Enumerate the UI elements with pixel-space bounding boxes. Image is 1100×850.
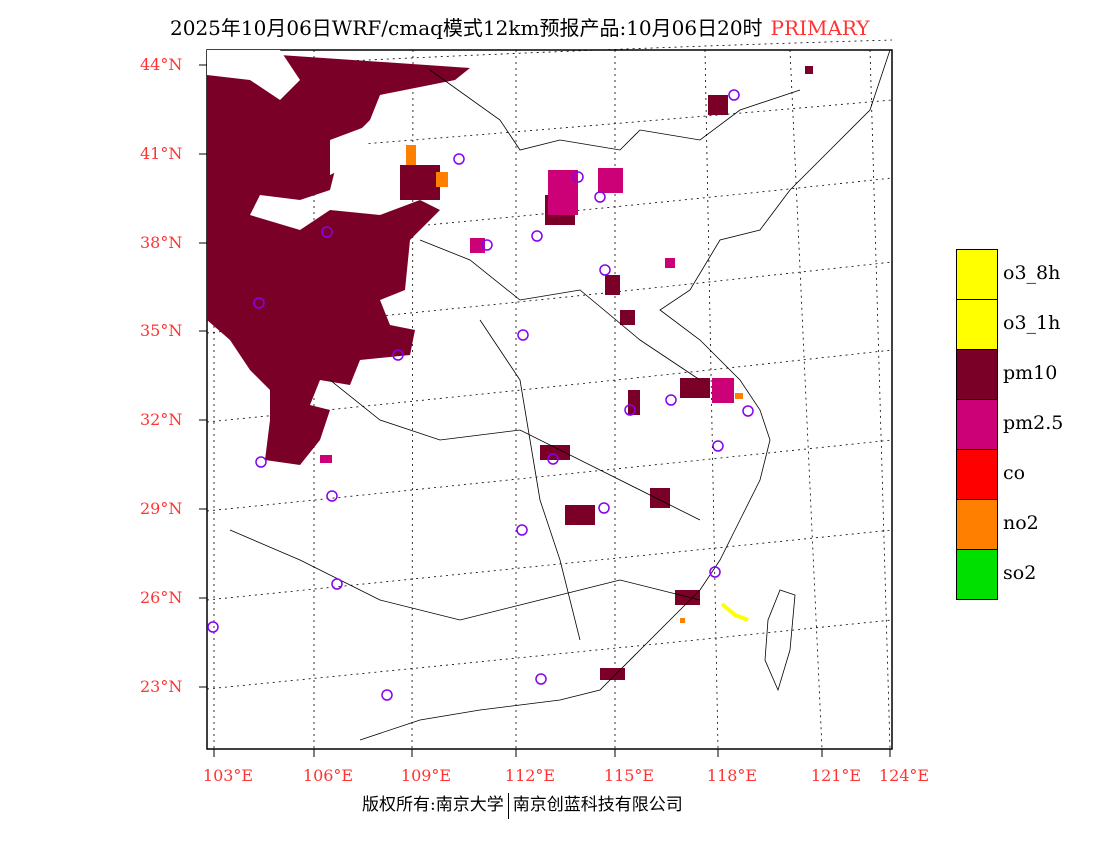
- no2-area: [406, 145, 743, 623]
- legend-swatch-o3_1h: [957, 300, 997, 350]
- copyright-right: 南京创蓝科技有限公司: [512, 795, 683, 815]
- legend-swatch-no2: [957, 500, 997, 550]
- legend-label: o3_1h: [1003, 312, 1061, 334]
- copyright-left: 版权所有:南京大学: [362, 795, 504, 815]
- lon-tick: 121°E: [810, 766, 862, 785]
- lon-tick: 103°E: [202, 766, 254, 785]
- lon-tick: 106°E: [302, 766, 354, 785]
- chart-title: 2025年10月06日WRF/cmaq模式12km预报产品:10月06日20时 P…: [170, 12, 870, 41]
- title-text: 2025年10月06日WRF/cmaq模式12km预报产品:10月06日20时: [170, 16, 763, 40]
- lon-tick: 109°E: [400, 766, 452, 785]
- pm10-area: [207, 50, 813, 680]
- legend: [956, 249, 998, 600]
- legend-swatch-so2: [957, 550, 997, 599]
- lat-tick: 29°N: [140, 499, 183, 518]
- pm25-area: [320, 168, 734, 463]
- divider: [507, 792, 509, 819]
- lat-tick: 44°N: [140, 55, 183, 74]
- lon-tick: 118°E: [706, 766, 758, 785]
- lon-tick: 124°E: [878, 766, 930, 785]
- lat-tick: 26°N: [140, 588, 183, 607]
- copyright: 版权所有:南京大学 南京创蓝科技有限公司: [362, 790, 683, 819]
- lon-tick: 112°E: [504, 766, 556, 785]
- stations: [207, 89, 754, 701]
- legend-label: so2: [1003, 562, 1037, 584]
- lat-tick: 23°N: [140, 677, 183, 696]
- lat-tick: 35°N: [140, 321, 183, 340]
- coastline: [229, 49, 891, 741]
- legend-swatch-o3_8h: [957, 250, 997, 300]
- legend-label: no2: [1003, 512, 1039, 534]
- axis-ticks: [199, 64, 891, 757]
- legend-swatch-pm2.5: [957, 400, 997, 450]
- lat-tick: 41°N: [140, 144, 183, 163]
- legend-label: pm2.5: [1003, 412, 1064, 434]
- o3-area: [720, 602, 749, 622]
- lat-tick: 38°N: [140, 233, 183, 252]
- title-tag: PRIMARY: [770, 16, 870, 40]
- lon-tick: 115°E: [603, 766, 655, 785]
- legend-label: co: [1003, 462, 1026, 484]
- legend-label: pm10: [1003, 362, 1058, 384]
- legend-swatch-pm10: [957, 350, 997, 400]
- legend-swatch-co: [957, 450, 997, 500]
- legend-label: o3_8h: [1003, 262, 1061, 284]
- lat-tick: 32°N: [140, 410, 183, 429]
